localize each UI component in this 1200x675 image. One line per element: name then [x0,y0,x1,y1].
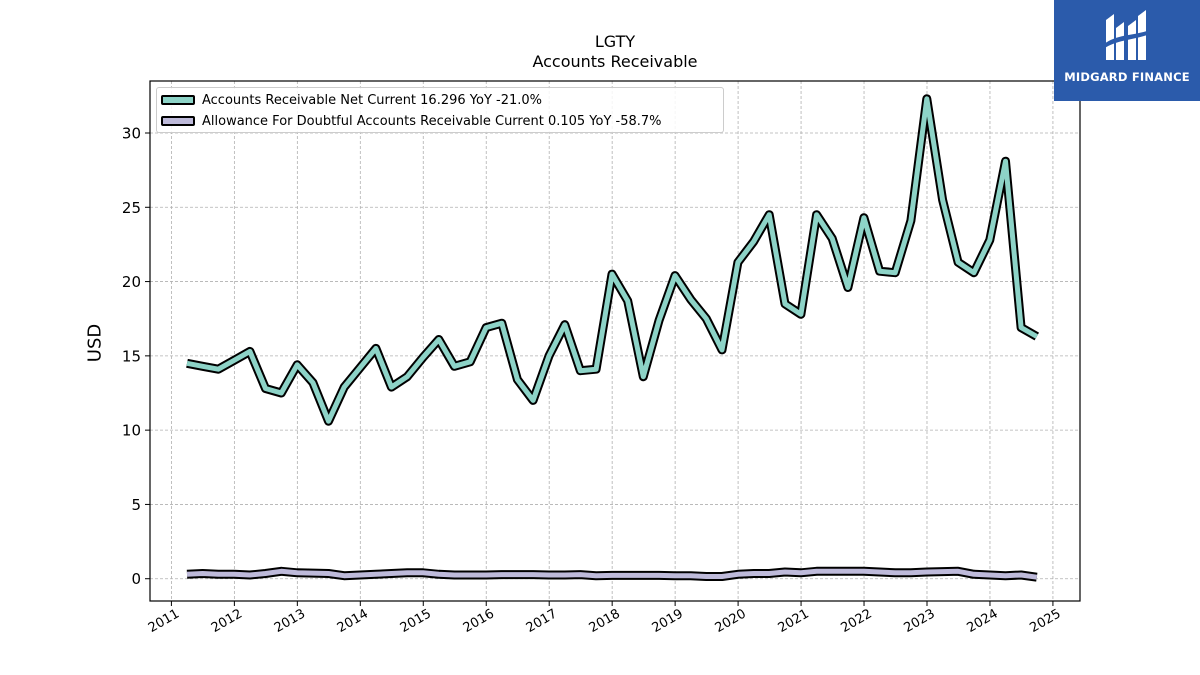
y-tick-label: 5 [131,496,141,514]
y-tick-label: 15 [122,347,141,365]
x-tick-label: 2016 [461,606,497,636]
legend-item-receivable: Accounts Receivable Net Current 16.296 Y… [161,91,542,109]
y-tick-label: 10 [122,422,141,440]
y-tick-label: 30 [122,125,141,143]
legend-swatch-allowance [161,116,195,126]
brand-name: MIDGARD FINANCE [1064,70,1190,84]
x-tick-label: 2011 [146,606,182,636]
y-tick-label: 25 [122,199,141,217]
legend-swatch-receivable [161,95,195,105]
x-tick-label: 2018 [587,606,623,636]
y-tick-label: 0 [131,570,141,588]
legend-item-allowance: Allowance For Doubtful Accounts Receivab… [161,112,662,130]
x-tick-label: 2021 [776,606,812,636]
legend-label-allowance: Allowance For Doubtful Accounts Receivab… [202,113,662,129]
series-line-1 [186,568,1038,580]
x-tick-label: 2019 [650,606,686,636]
x-tick-label: 2014 [335,606,371,636]
x-tick-label: 2023 [901,606,937,636]
y-axis-label: USD [84,323,106,363]
chart-title: LGTY [594,32,636,51]
x-tick-label: 2020 [713,606,749,636]
plot-frame [149,80,1081,602]
logo-icon [1102,10,1150,60]
x-tick-label: 2025 [1027,606,1063,636]
brand-logo: MIDGARD FINANCE [1054,0,1200,101]
legend: Accounts Receivable Net Current 16.296 Y… [156,87,724,133]
legend-label-receivable: Accounts Receivable Net Current 16.296 Y… [202,92,543,108]
x-tick-label: 2013 [272,606,308,636]
chart-subtitle: Accounts Receivable [532,52,698,71]
x-tick-label: 2017 [524,606,560,636]
x-tick-label: 2015 [398,606,434,636]
series-line-0 [186,96,1039,424]
x-tick-label: 2012 [209,606,245,636]
y-tick-label: 20 [122,273,141,291]
x-tick-label: 2024 [964,606,1000,636]
x-tick-label: 2022 [839,606,875,636]
